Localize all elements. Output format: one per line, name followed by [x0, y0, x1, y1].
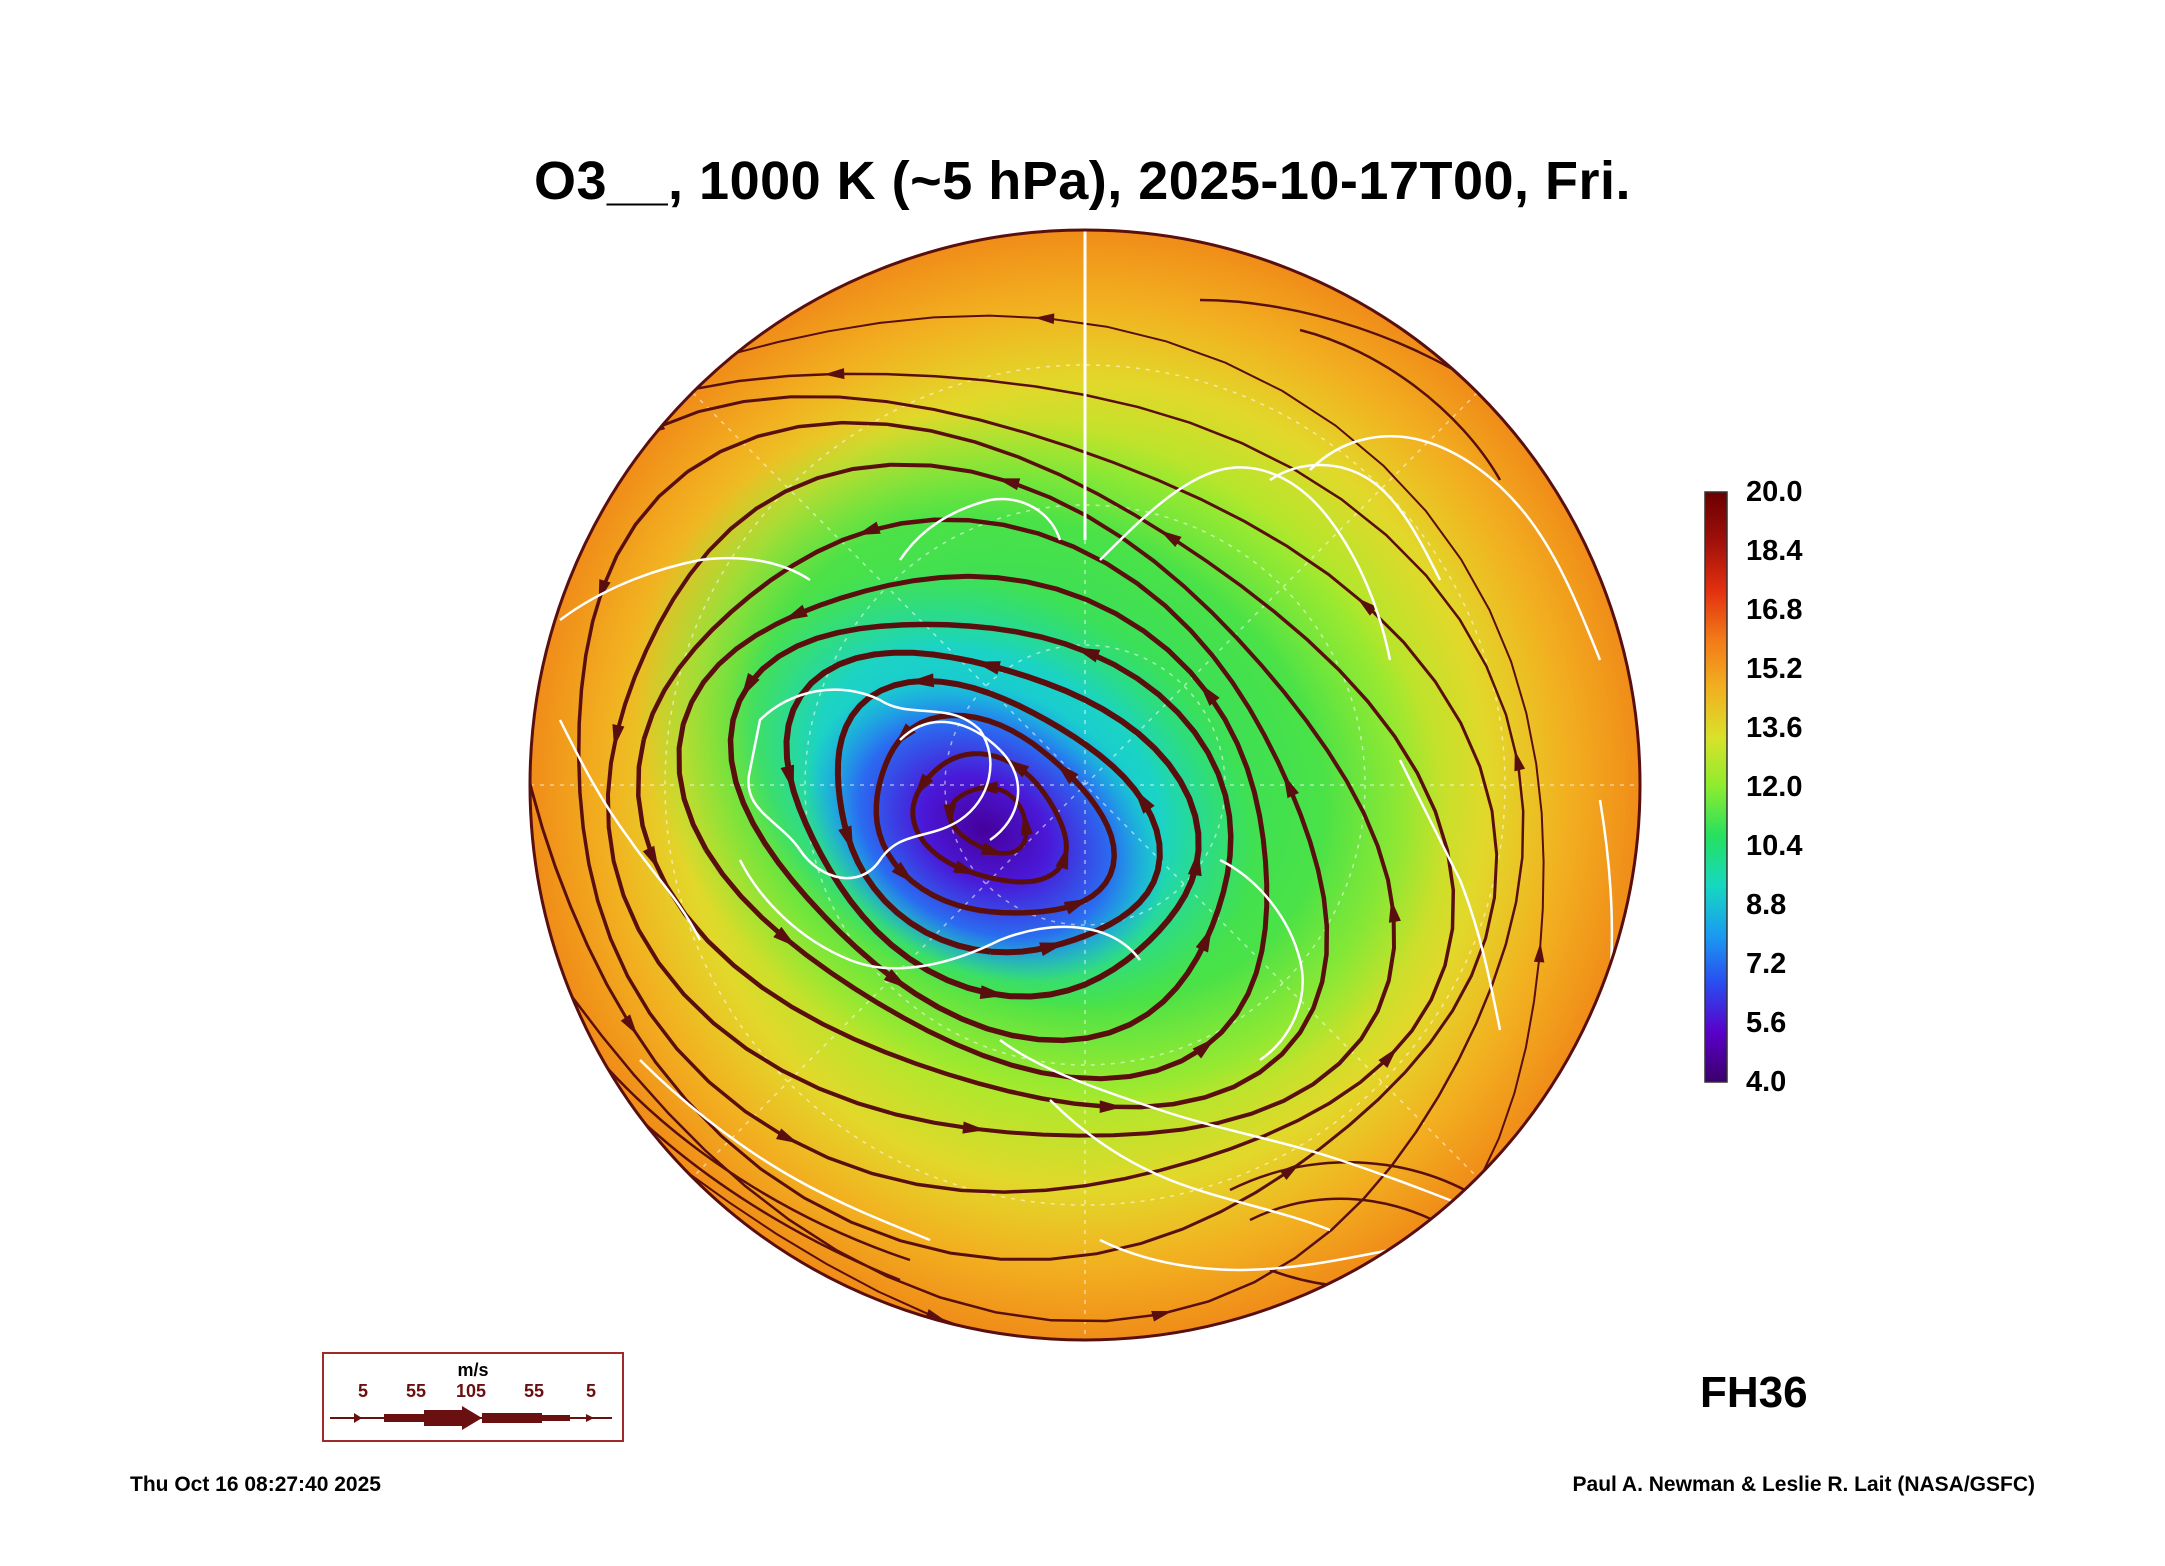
streamline-arrow	[1199, 682, 1220, 706]
streamline-arrow	[1159, 530, 1182, 547]
colorbar-label: 16.8	[1746, 594, 1803, 626]
colorbar-label: 12.0	[1746, 771, 1803, 803]
streamline-arrow	[1020, 811, 1034, 836]
streamline-arrow	[620, 1014, 638, 1036]
colorbar-label: 13.6	[1746, 712, 1803, 744]
wind-legend-tick: 55	[524, 1381, 545, 1401]
streamline-arrow	[1074, 647, 1101, 663]
colorbar-label: 7.2	[1746, 948, 1787, 980]
streamline-arrow	[612, 724, 625, 748]
streamline-arrow	[1099, 1100, 1124, 1114]
streamline-arrow	[856, 521, 881, 536]
streamline-arrow	[1034, 313, 1055, 324]
colorbar	[1704, 491, 1728, 1083]
streamline-arrow	[1195, 926, 1212, 953]
streamline-arrow	[979, 985, 1007, 1000]
streamline-arrow	[776, 1128, 799, 1144]
wind-legend-tick: 5	[586, 1381, 597, 1401]
streamline-arrow	[1063, 898, 1090, 915]
colorbar-label: 5.6	[1746, 1007, 1787, 1039]
forecast-hour: FH36	[1700, 1368, 1808, 1417]
streamline	[873, 712, 1117, 916]
colorbar-label: 10.4	[1746, 830, 1803, 862]
streamline-arrow	[974, 661, 1001, 675]
streamline-arrow	[962, 1121, 986, 1134]
colorbar-label: 20.0	[1746, 476, 1803, 508]
streamline-arrow	[773, 926, 797, 948]
streamline-arrow	[1055, 761, 1079, 785]
streamline-arrow	[1192, 1037, 1216, 1059]
streamline-arrow	[1283, 774, 1299, 799]
streamline-arrow	[1514, 750, 1526, 772]
streamline-arrow	[914, 773, 934, 798]
coastlines	[558, 435, 1614, 1272]
credit: Paul A. Newman & Leslie R. Lait (NASA/GS…	[1572, 1473, 2035, 1496]
streamline	[676, 573, 1270, 1082]
streamline-arrow	[780, 764, 795, 792]
streamline-arrow	[883, 968, 909, 989]
streamline-arrow	[1357, 597, 1378, 616]
streamline-arrow	[642, 845, 659, 870]
streamline	[576, 420, 1456, 1194]
streamline-arrow	[996, 478, 1021, 491]
streamline	[1299, 328, 1502, 481]
streamline-arrow	[1134, 788, 1155, 814]
streamline-arrow	[783, 604, 808, 621]
streamline-arrow	[907, 673, 935, 688]
colorbar-label: 15.2	[1746, 653, 1803, 685]
streamline	[834, 677, 1163, 956]
streamline	[530, 372, 1525, 1323]
streamline-arrow	[823, 368, 845, 380]
streamline-arrow	[1388, 899, 1401, 923]
streamline-arrow	[1378, 1047, 1398, 1068]
streamline	[599, 1059, 911, 1262]
wind-legend-tick: 105	[456, 1381, 487, 1401]
streamline	[530, 395, 1499, 1261]
streamline-arrow	[1533, 942, 1545, 963]
wind-speed-legend: m/s 5 55 105 55 5	[322, 1352, 624, 1442]
wind-legend-unit: m/s	[457, 1360, 489, 1380]
streamline	[605, 462, 1397, 1138]
wind-legend-tick: 5	[358, 1381, 369, 1401]
streamline-arrow	[953, 860, 979, 875]
streamline-arrow	[980, 842, 1006, 856]
streamline-arrow	[943, 804, 956, 828]
colorbar-strip	[1704, 491, 1728, 1083]
streamline-arrow	[1055, 844, 1069, 870]
page-title: O3__, 1000 K (~5 hPa), 2025-10-17T00, Fr…	[533, 151, 1632, 211]
streamline-arrow	[1039, 942, 1066, 956]
streamline	[619, 1099, 901, 1282]
streamline-arrow	[838, 825, 854, 853]
streamline-arrow	[741, 672, 760, 699]
streamline-arrow	[366, 661, 375, 678]
colorbar-label: 4.0	[1746, 1066, 1787, 1098]
streamline-arrow	[486, 865, 499, 883]
colorbar-label: 18.4	[1746, 535, 1803, 567]
streamline-arrow	[1151, 1310, 1173, 1322]
streamline	[727, 621, 1234, 1044]
streamline	[783, 649, 1202, 1000]
timestamp: Thu Oct 16 08:27:40 2025	[130, 1473, 381, 1496]
wind-streamlines	[366, 298, 1545, 1340]
graticule	[530, 230, 1640, 1340]
streamline-arrow	[891, 861, 915, 884]
colorbar-label: 8.8	[1746, 889, 1787, 921]
wind-legend-arrow	[330, 1406, 612, 1430]
map-rim	[528, 228, 1642, 1342]
streamline-arrow	[1187, 849, 1202, 877]
streamline	[636, 517, 1330, 1110]
wind-legend-tick: 55	[406, 1381, 427, 1401]
